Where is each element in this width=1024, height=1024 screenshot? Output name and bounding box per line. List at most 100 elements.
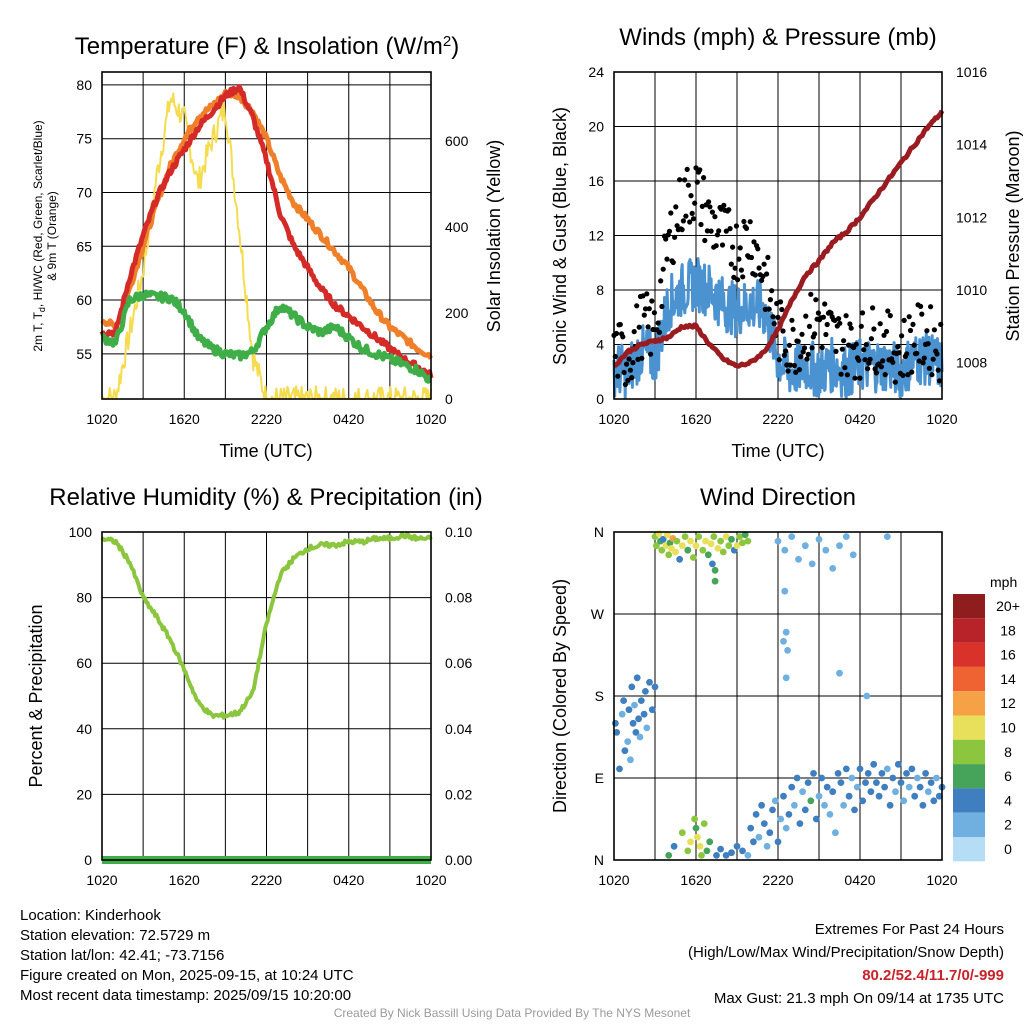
- gust-point: [880, 358, 886, 364]
- gust-point: [859, 310, 866, 316]
- wind-direction-panel: Wind Direction 1020 1620 2220 0420 1020NESWN…: [550, 484, 1020, 888]
- gust-point: [796, 367, 803, 373]
- x-tick-label: 1020: [926, 872, 957, 888]
- wind-direction-point: [651, 683, 659, 691]
- gust-point: [870, 305, 876, 311]
- wind-direction-point: [658, 546, 666, 554]
- x-tick-label: 1020: [926, 411, 957, 427]
- wind-direction-point: [894, 760, 902, 768]
- wind-direction-point: [687, 537, 694, 545]
- wind-direction-point: [728, 535, 735, 543]
- wind-direction-point: [782, 628, 790, 636]
- wind-direction-point: [714, 545, 722, 552]
- wind-direction-point: [703, 847, 711, 855]
- gust-point: [795, 338, 801, 344]
- gust-point: [617, 321, 623, 328]
- y-tick-label: 40: [76, 721, 92, 737]
- gust-point: [920, 360, 926, 366]
- gust-point: [615, 373, 621, 379]
- y2-tick-label: 0.06: [445, 655, 472, 671]
- wind-direction-point: [691, 815, 698, 823]
- gust-point: [642, 306, 649, 312]
- gust-point: [702, 237, 708, 244]
- gust-point: [775, 314, 781, 320]
- wind-direction-point: [670, 842, 678, 850]
- gust-point: [852, 375, 858, 381]
- wind-direction-point: [875, 792, 883, 800]
- gust-point: [926, 365, 933, 371]
- wind-direction-point: [903, 770, 910, 777]
- gust-point: [924, 328, 930, 334]
- colorbar-swatch: [953, 788, 985, 813]
- y2-tick-label: 0: [445, 391, 453, 407]
- x-tick-label: 2220: [251, 411, 282, 427]
- y-tick-label: 80: [76, 77, 92, 93]
- gust-point: [685, 182, 692, 188]
- y-tick-label: 100: [69, 524, 93, 540]
- wind-direction-point: [845, 792, 853, 800]
- gust-point: [645, 324, 651, 330]
- gust-point: [759, 277, 765, 283]
- location-text: Location: Kinderhook: [20, 907, 161, 924]
- extremes-values: 80.2/52.4/11.7/0/-999: [862, 967, 1004, 984]
- gust-point: [688, 193, 694, 199]
- gust-point: [863, 342, 869, 348]
- gust-point: [862, 357, 868, 363]
- gust-point: [723, 228, 729, 234]
- wind-direction-point: [725, 542, 733, 550]
- y2-tick-label: 0.04: [445, 721, 472, 737]
- extremes-info: Extremes For Past 24 Hours (High/Low/Max…: [688, 918, 1004, 1010]
- gust-point: [790, 326, 796, 332]
- wind-direction-point: [883, 765, 891, 773]
- gust-point: [704, 228, 711, 234]
- wind-direction-point: [795, 555, 802, 563]
- gust-point: [824, 321, 830, 328]
- wind-direction-point: [864, 770, 872, 777]
- gust-point: [664, 256, 670, 262]
- colorbar-label: 4: [1004, 792, 1012, 808]
- wind-direction-point: [919, 801, 927, 809]
- gust-point: [781, 352, 787, 358]
- wind-direction-point: [862, 779, 869, 786]
- wind-direction-point: [681, 533, 689, 540]
- wind-direction-point: [717, 845, 724, 853]
- wind-direction-point: [807, 797, 815, 805]
- gust-point: [672, 234, 678, 240]
- gust-point: [820, 314, 827, 320]
- gust-point: [890, 359, 896, 365]
- wind-direction-point: [707, 540, 715, 548]
- gust-point: [856, 357, 862, 363]
- wind-direction-point: [782, 824, 790, 832]
- wind-direction-point: [832, 829, 839, 837]
- gust-point: [910, 321, 916, 327]
- gust-point: [777, 299, 784, 305]
- wind-direction-point: [612, 719, 619, 727]
- gust-point: [905, 372, 911, 378]
- gust-point: [655, 320, 661, 326]
- gust-point: [690, 216, 697, 222]
- gust-point: [833, 348, 839, 354]
- gust-point: [708, 228, 714, 234]
- station-info: Location: Kinderhook Station elevation: …: [20, 906, 354, 1006]
- latlon-text: Station lat/lon: 42.41; -73.7156: [20, 947, 225, 964]
- wind-direction-point: [744, 537, 752, 545]
- y2-tick-label: 0.00: [445, 852, 472, 868]
- wind-direction-point: [711, 566, 719, 574]
- gust-point: [698, 221, 704, 228]
- gust-point: [808, 291, 814, 297]
- wind-direction-point: [842, 533, 850, 540]
- gust-point: [644, 291, 650, 297]
- x-tick-label: 1020: [86, 411, 117, 427]
- colorbar-swatch: [953, 618, 985, 643]
- gust-point: [701, 175, 707, 181]
- gust-point: [857, 375, 863, 381]
- gust-point: [867, 356, 873, 362]
- gust-point: [892, 379, 898, 385]
- wind-direction-point: [842, 765, 850, 773]
- wind-direction-point: [836, 542, 843, 550]
- max-gust-text: Max Gust: 21.3 mph On 09/14 at 1735 UTC: [713, 990, 1004, 1007]
- wind-direction-point: [733, 842, 741, 850]
- winds-y-axis-label: Sonic Wind & Gust (Blue, Black): [550, 107, 570, 365]
- gust-point: [779, 306, 785, 313]
- wind-direction-point: [736, 533, 744, 540]
